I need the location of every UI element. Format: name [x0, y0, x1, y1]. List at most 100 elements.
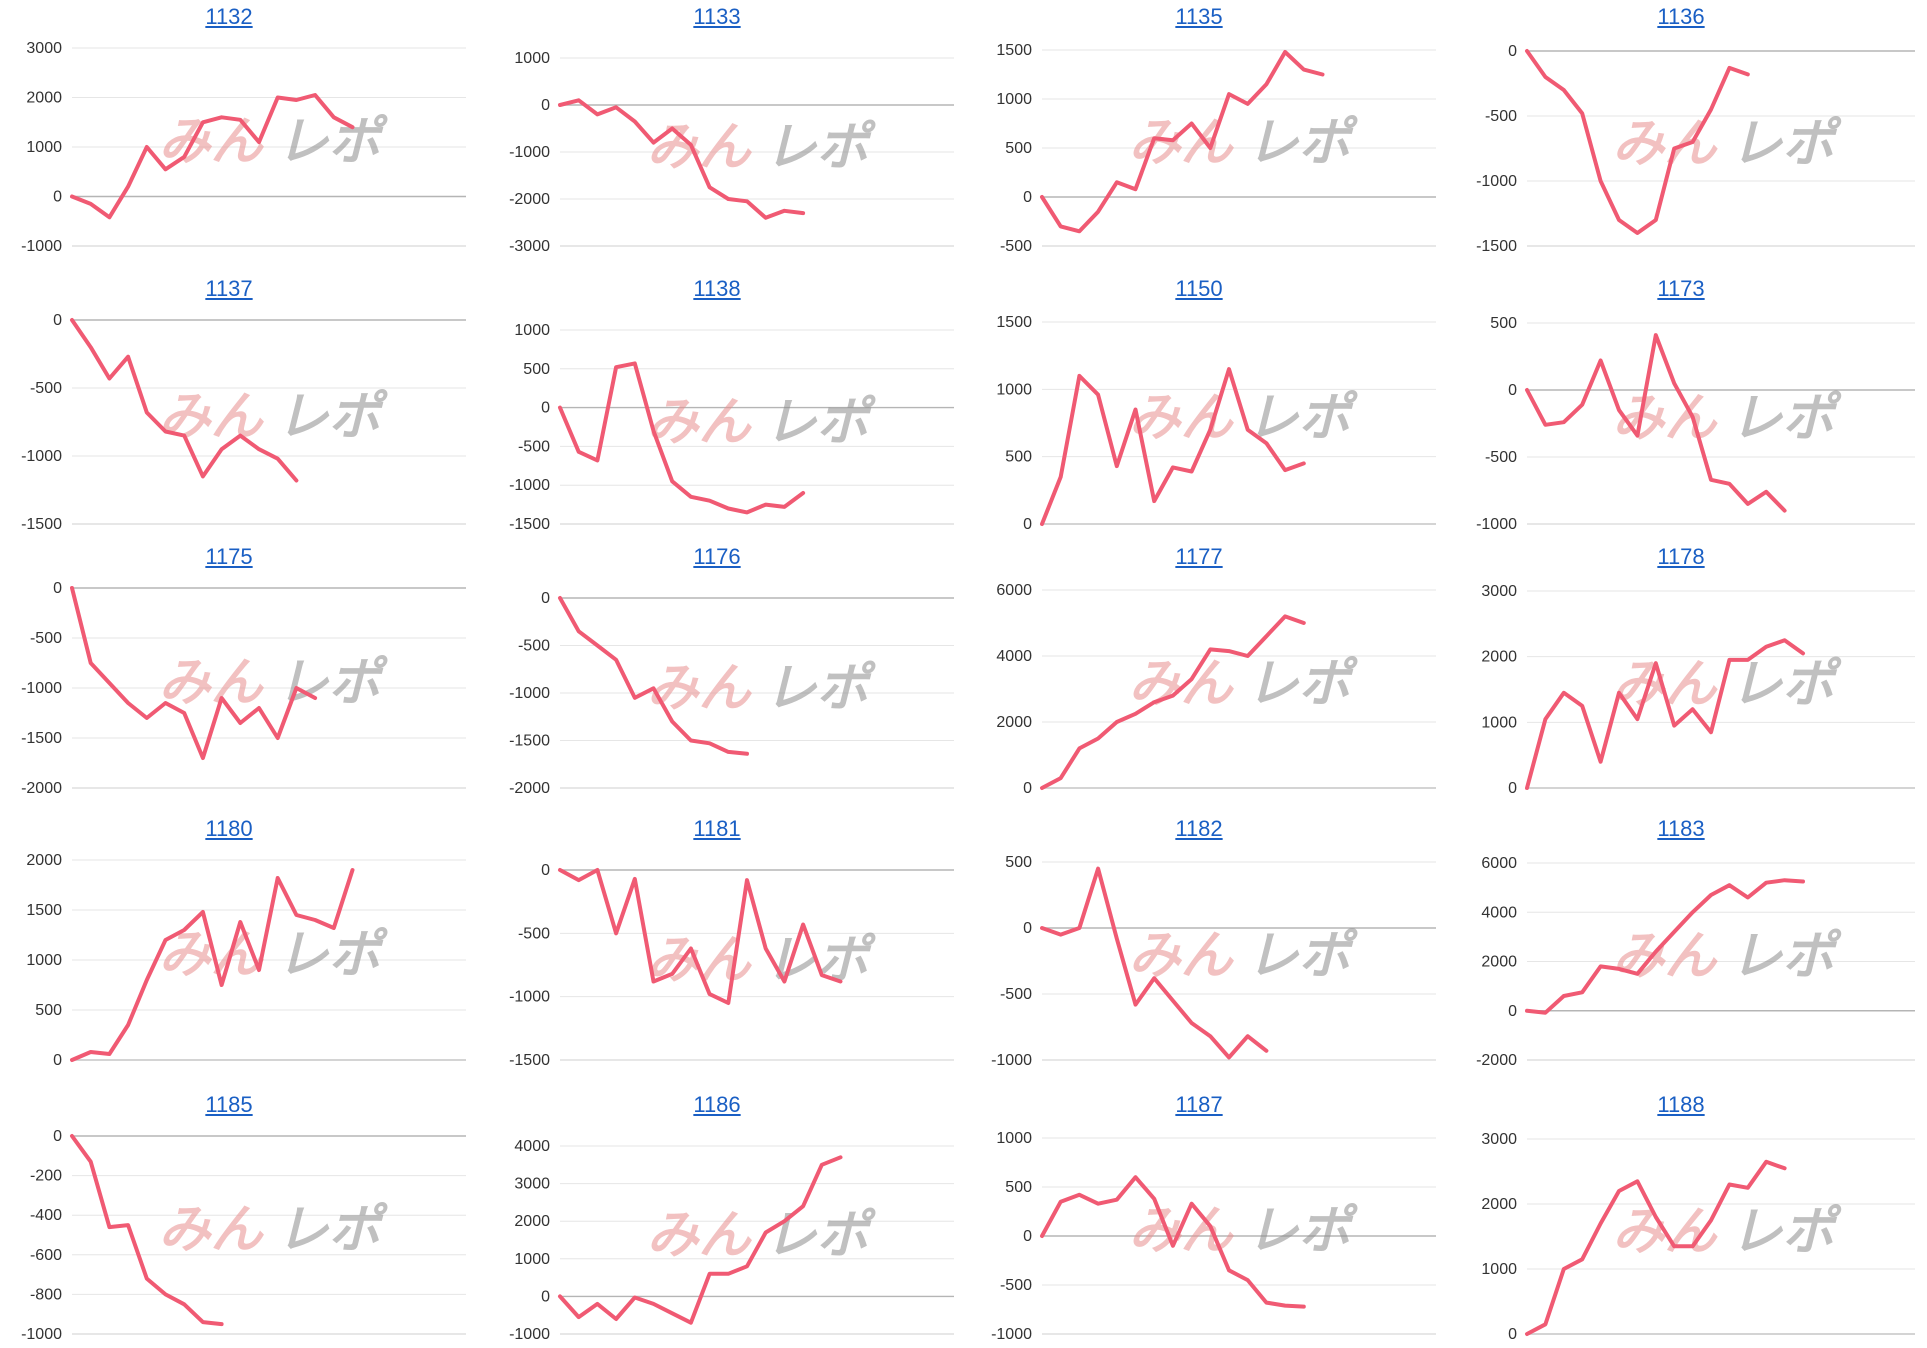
chart-title-link[interactable]: 1180 — [205, 816, 253, 841]
chart-title-link[interactable]: 1135 — [1175, 4, 1223, 29]
y-tick-label: -1500 — [509, 516, 550, 533]
chart-panel-1138: 1138 1000 500 0 -500 -1000 -1500 みん レポ — [488, 272, 966, 540]
watermark-logo: みん レポ — [1129, 388, 1359, 448]
watermark-logo: みん レポ — [647, 392, 877, 452]
y-tick-label: -500 — [1000, 238, 1032, 255]
y-tick-label: -1000 — [991, 1052, 1032, 1069]
watermark-logo: みん レポ — [647, 118, 877, 178]
chart-title-link[interactable]: 1187 — [1175, 1092, 1223, 1117]
chart-title-link[interactable]: 1178 — [1657, 544, 1705, 569]
y-tick-label: -500 — [1485, 449, 1517, 466]
y-tick-label: 0 — [1508, 382, 1517, 399]
chart-title-link[interactable]: 1183 — [1657, 816, 1705, 841]
series-line — [558, 1155, 843, 1325]
watermark-text-red: みん — [1129, 388, 1235, 448]
chart-title-link[interactable]: 1181 — [693, 816, 741, 841]
watermark-text-red: みん — [1612, 388, 1718, 448]
y-tick-label: 0 — [541, 590, 550, 607]
chart-title-link[interactable]: 1176 — [693, 544, 741, 569]
series-line — [558, 868, 843, 1005]
y-tick-label: -3000 — [509, 238, 550, 255]
y-tick-label: 500 — [1005, 854, 1032, 871]
y-tick-label: 1000 — [26, 952, 62, 969]
chart-title-link[interactable]: 1132 — [205, 4, 253, 29]
watermark-logo: みん レポ — [1612, 927, 1842, 987]
y-tick-label: 0 — [1023, 780, 1032, 797]
y-tick-label: 4000 — [1481, 904, 1517, 921]
chart-title-link[interactable]: 1182 — [1175, 816, 1223, 841]
chart-title-link[interactable]: 1186 — [693, 1092, 741, 1117]
watermark-text-gray: レポ — [1730, 114, 1842, 174]
y-tick-label: 2000 — [1481, 1196, 1517, 1213]
watermark-logo: みん レポ — [159, 653, 389, 713]
watermark-text-red: みん — [1612, 927, 1718, 987]
y-tick-label: -1000 — [1476, 173, 1517, 190]
chart-panel-1136: 1136 0 -500 -1000 -1500 みん レポ — [1455, 0, 1927, 272]
watermark-text-red: みん — [647, 392, 753, 452]
y-tick-label: -500 — [1000, 1277, 1032, 1294]
watermark-text-gray: レポ — [277, 112, 389, 172]
series-line — [558, 361, 806, 515]
chart-title-link[interactable]: 1175 — [205, 544, 253, 569]
chart-title-link[interactable]: 1188 — [1657, 1092, 1705, 1117]
watermark-text-red: みん — [159, 653, 265, 713]
y-tick-label: -2000 — [509, 780, 550, 797]
y-tick-label: 0 — [53, 189, 62, 206]
chart-title-link[interactable]: 1137 — [205, 276, 253, 301]
y-tick-label: 2000 — [26, 852, 62, 869]
chart-title-link[interactable]: 1133 — [693, 4, 741, 29]
line-chart-svg: 3000 2000 1000 0 みん レポ — [1481, 1131, 1915, 1343]
y-tick-label: -1000 — [509, 989, 550, 1006]
chart-title-link[interactable]: 1173 — [1657, 276, 1705, 301]
y-tick-label: -500 — [518, 638, 550, 655]
y-tick-label: 0 — [541, 1288, 550, 1305]
line-chart-svg: 0 -500 -1000 -1500 みん レポ — [21, 312, 466, 533]
y-tick-label: -1000 — [509, 477, 550, 494]
line-chart-svg: 1000 0 -1000 -2000 -3000 みん レポ — [509, 50, 954, 255]
y-tick-label: 0 — [1508, 1326, 1517, 1343]
watermark-text-gray: レポ — [765, 931, 877, 991]
y-tick-label: 500 — [35, 1002, 62, 1019]
chart-title-link[interactable]: 1177 — [1175, 544, 1223, 569]
y-tick-label: 1000 — [1481, 1261, 1517, 1278]
chart-panel-1176: 1176 0 -500 -1000 -1500 -2000 みん レポ — [488, 540, 966, 812]
y-tick-label: -2000 — [21, 780, 62, 797]
series-line — [70, 868, 355, 1062]
series-line — [70, 586, 318, 760]
watermark-text-gray: レポ — [277, 925, 389, 985]
chart-panel-1185: 1185 0 -200 -400 -600 -800 -1000 みん レポ — [0, 1088, 478, 1348]
y-tick-label: -200 — [30, 1168, 62, 1185]
line-chart-svg: 6000 4000 2000 0 みん レポ — [996, 582, 1436, 797]
chart-panel-1180: 1180 2000 1500 1000 500 0 みん レポ — [0, 812, 478, 1088]
chart-title-link[interactable]: 1150 — [1175, 276, 1223, 301]
line-chart-svg: 2000 1500 1000 500 0 みん レポ — [26, 852, 466, 1069]
series-line — [1040, 50, 1325, 234]
y-tick-label: 0 — [53, 312, 62, 329]
y-tick-label: -1500 — [21, 516, 62, 533]
y-tick-label: -500 — [518, 925, 550, 942]
y-tick-label: -1500 — [1476, 238, 1517, 255]
y-tick-label: -1000 — [1476, 516, 1517, 533]
line-chart-svg: 6000 4000 2000 0 -2000 みん レポ — [1476, 855, 1915, 1069]
line-chart-svg: 500 0 -500 -1000 みん レポ — [991, 854, 1436, 1069]
chart-panel-1187: 1187 1000 500 0 -500 -1000 みん レポ — [970, 1088, 1448, 1348]
watermark-text-gray: レポ — [277, 1200, 389, 1260]
series-line — [1525, 333, 1787, 513]
y-tick-label: -1000 — [21, 238, 62, 255]
chart-title-link[interactable]: 1185 — [205, 1092, 253, 1117]
y-tick-label: -800 — [30, 1286, 62, 1303]
chart-title-link[interactable]: 1136 — [1657, 4, 1705, 29]
watermark-text-red: みん — [1129, 926, 1235, 986]
line-chart-svg: 0 -500 -1000 -1500 -2000 みん レポ — [21, 580, 466, 797]
watermark-logo: みん レポ — [1129, 926, 1359, 986]
y-tick-label: -1500 — [509, 1052, 550, 1069]
y-tick-label: -500 — [1485, 108, 1517, 125]
chart-title-link[interactable]: 1138 — [693, 276, 741, 301]
watermark-text-red: みん — [647, 659, 753, 719]
watermark-text-gray: レポ — [1730, 655, 1842, 715]
line-chart-svg: 1500 1000 500 0 -500 みん レポ — [996, 42, 1436, 255]
y-tick-label: 0 — [53, 580, 62, 597]
watermark-text-gray: レポ — [1247, 113, 1359, 173]
line-chart-svg: 1000 500 0 -500 -1000 -1500 みん レポ — [509, 322, 954, 533]
chart-panel-1188: 1188 3000 2000 1000 0 みん レポ — [1455, 1088, 1927, 1348]
